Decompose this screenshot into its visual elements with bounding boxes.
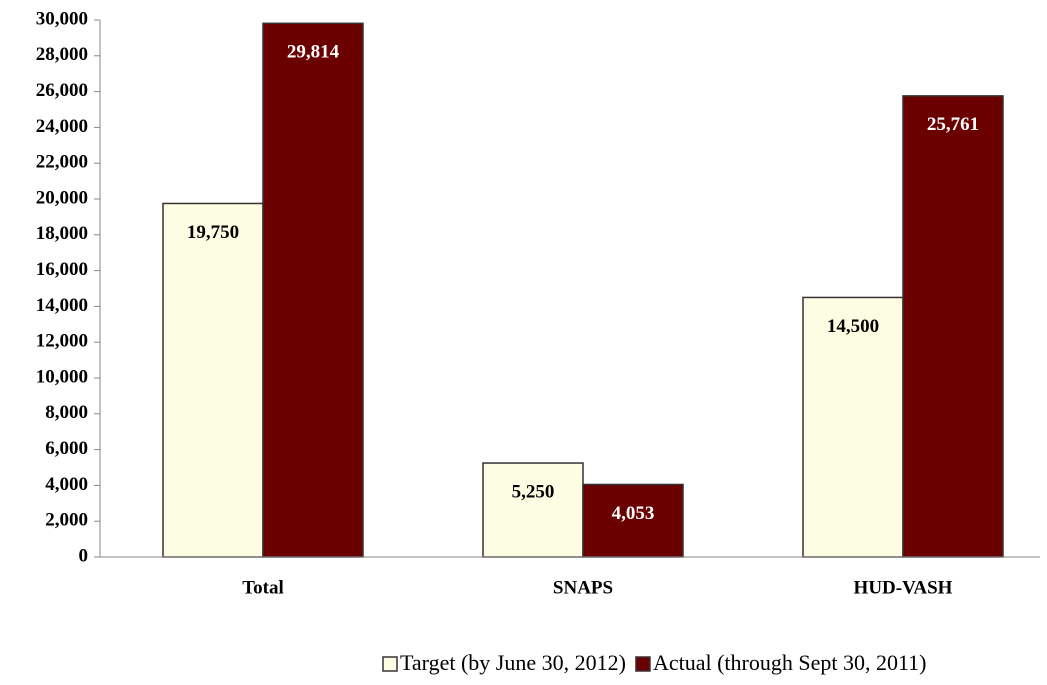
- y-tick-label: 14,000: [36, 295, 88, 316]
- value-label: 14,500: [827, 316, 879, 337]
- legend-swatch: [382, 656, 398, 672]
- y-tick-label: 28,000: [36, 44, 88, 65]
- value-label: 5,250: [512, 481, 555, 502]
- value-label: 4,053: [612, 503, 655, 524]
- bar: [482, 462, 584, 558]
- y-tick-label: 18,000: [36, 223, 88, 244]
- y-tick-label: 0: [79, 545, 89, 566]
- legend-label: Target (by June 30, 2012): [400, 650, 626, 675]
- bar: [582, 483, 684, 558]
- bar: [802, 296, 904, 558]
- legend-swatch: [635, 656, 651, 672]
- value-label: 25,761: [927, 114, 979, 135]
- y-tick-label: 10,000: [36, 366, 88, 387]
- y-tick-label: 8,000: [45, 402, 88, 423]
- x-tick-label: HUD-VASH: [854, 577, 953, 598]
- y-tick-label: 6,000: [45, 438, 88, 459]
- bar: [162, 202, 264, 558]
- bar: [262, 22, 364, 558]
- value-label: 19,750: [187, 222, 239, 243]
- y-tick-label: 24,000: [36, 116, 88, 137]
- bar: [902, 95, 1004, 558]
- y-tick-label: 16,000: [36, 259, 88, 280]
- x-tick-label: SNAPS: [553, 577, 613, 598]
- y-tick-label: 4,000: [45, 474, 88, 495]
- legend-label: Actual (through Sept 30, 2011): [653, 650, 927, 675]
- y-tick-label: 26,000: [36, 80, 88, 101]
- value-label: 29,814: [287, 42, 340, 63]
- y-tick-label: 30,000: [36, 8, 88, 29]
- y-tick-label: 22,000: [36, 152, 88, 173]
- y-tick-label: 2,000: [45, 510, 88, 531]
- y-tick-label: 20,000: [36, 187, 88, 208]
- x-tick-label: Total: [242, 577, 284, 598]
- y-tick-label: 12,000: [36, 331, 88, 352]
